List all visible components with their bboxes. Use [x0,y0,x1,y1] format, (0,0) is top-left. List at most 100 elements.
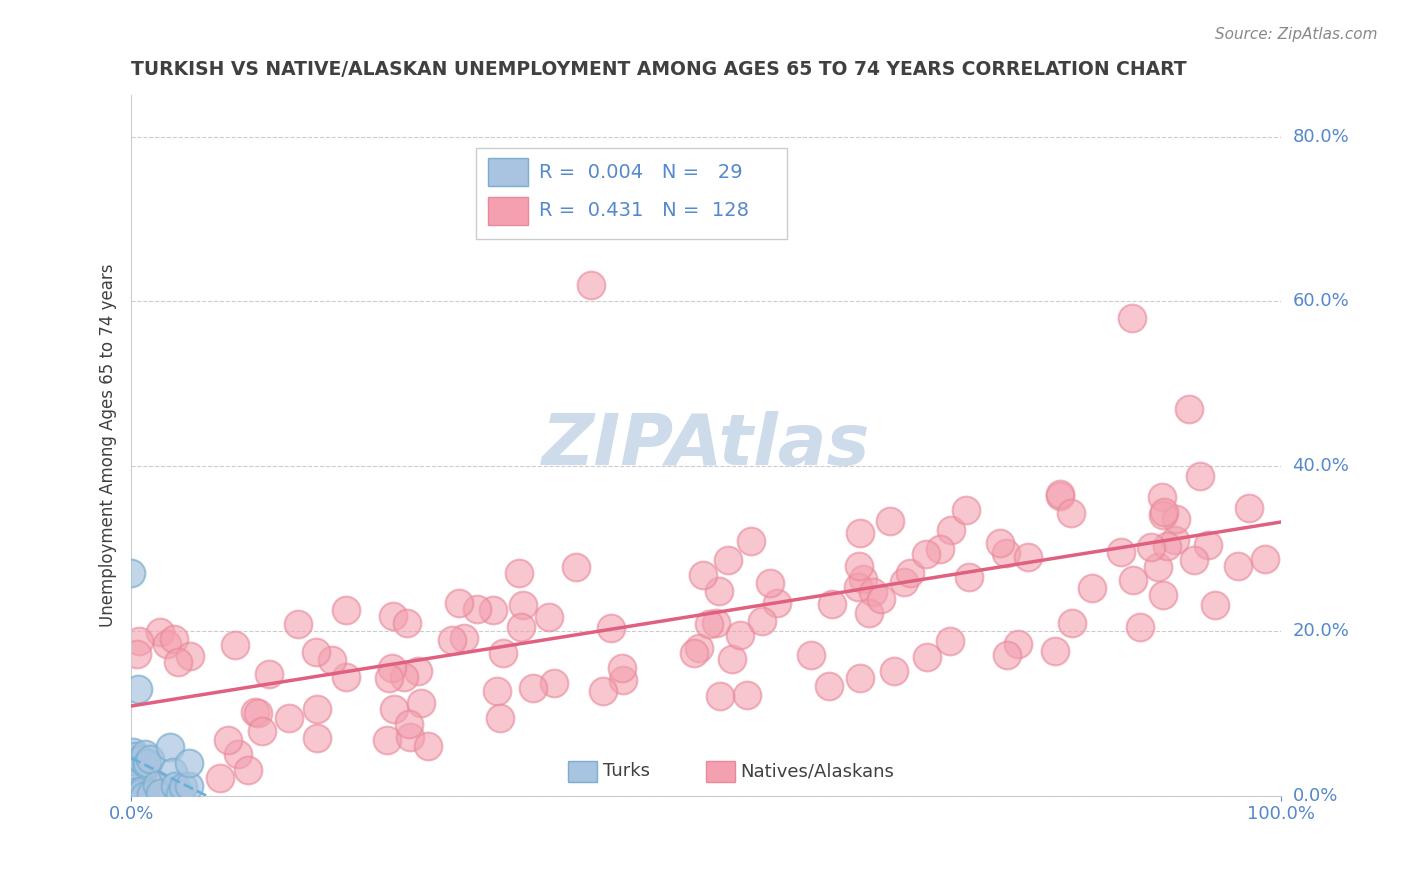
Point [250,724,273,739]
Point [409,696,432,710]
Point [915,649,938,664]
Point [447,596,470,610]
Point [321,653,343,667]
Bar [568,761,598,781]
Point [440,632,463,647]
Point [1017,549,1039,564]
Point [167,655,190,669]
Text: TURKISH VS NATIVE/ALASKAN UNEMPLOYMENT AMONG AGES 65 TO 74 YEARS CORRELATION CHA: TURKISH VS NATIVE/ALASKAN UNEMPLOYMENT A… [131,60,1187,78]
Point [1060,615,1083,630]
Point [565,560,588,574]
Point [683,647,706,661]
Point [162,764,184,779]
Point [612,661,634,675]
Point [1080,582,1102,596]
Point [1189,469,1212,483]
Point [704,615,727,630]
Point [600,621,623,635]
Point [1253,552,1275,566]
Point [512,598,534,612]
Point [858,606,880,620]
Point [995,648,1018,662]
Point [146,778,169,792]
Point [382,608,405,623]
Point [485,684,508,698]
Point [395,615,418,630]
Point [246,706,269,720]
Point [928,542,950,557]
Point [120,566,142,581]
Point [817,679,839,693]
Point [149,786,172,800]
Point [375,733,398,747]
Point [735,688,758,702]
Point [1152,588,1174,602]
Point [122,745,145,759]
Point [127,681,149,696]
Point [870,592,893,607]
Point [335,670,357,684]
Text: R =  0.004   N =   29: R = 0.004 N = 29 [540,163,742,182]
Point [1204,599,1226,613]
Point [278,711,301,725]
Point [406,664,429,678]
Point [510,620,533,634]
Point [465,602,488,616]
Point [1178,401,1201,416]
Point [381,661,404,675]
Point [394,670,416,684]
Point [149,624,172,639]
Point [132,789,155,803]
Point [765,596,787,610]
Point [124,785,146,799]
Point [139,752,162,766]
Point [378,671,401,685]
Point [955,503,977,517]
Text: ZIPAtlas: ZIPAtlas [541,411,870,480]
Point [939,633,962,648]
Y-axis label: Unemployment Among Ages 65 to 74 years: Unemployment Among Ages 65 to 74 years [100,264,117,627]
Point [914,547,936,561]
Point [125,648,148,662]
Point [1109,544,1132,558]
Point [1226,558,1249,573]
Point [1197,538,1219,552]
Point [398,731,420,745]
Point [612,673,634,687]
Point [1060,507,1083,521]
Point [177,779,200,793]
Point [692,567,714,582]
Point [800,648,823,663]
Point [1049,489,1071,503]
Point [305,645,328,659]
Point [128,634,150,648]
Point [416,739,439,753]
Point [1153,505,1175,519]
Point [709,690,731,704]
Point [1049,487,1071,501]
Text: Turks: Turks [603,763,650,780]
Point [846,580,869,594]
Point [121,779,143,793]
Point [1152,508,1174,523]
Point [121,780,143,795]
Point [898,566,921,581]
Point [245,705,267,719]
Point [848,671,870,685]
Point [740,534,762,549]
Text: 0.0%: 0.0% [1292,787,1339,805]
Point [492,646,515,660]
Point [579,277,602,292]
Bar [488,159,527,186]
Point [217,733,239,747]
Point [1164,512,1187,526]
Point [758,576,780,591]
Bar [488,197,527,225]
Point [1007,636,1029,650]
Point [1129,620,1152,634]
Point [163,632,186,647]
Point [941,523,963,537]
Point [305,731,328,745]
Point [124,769,146,783]
Text: 60.0%: 60.0% [1292,293,1350,310]
